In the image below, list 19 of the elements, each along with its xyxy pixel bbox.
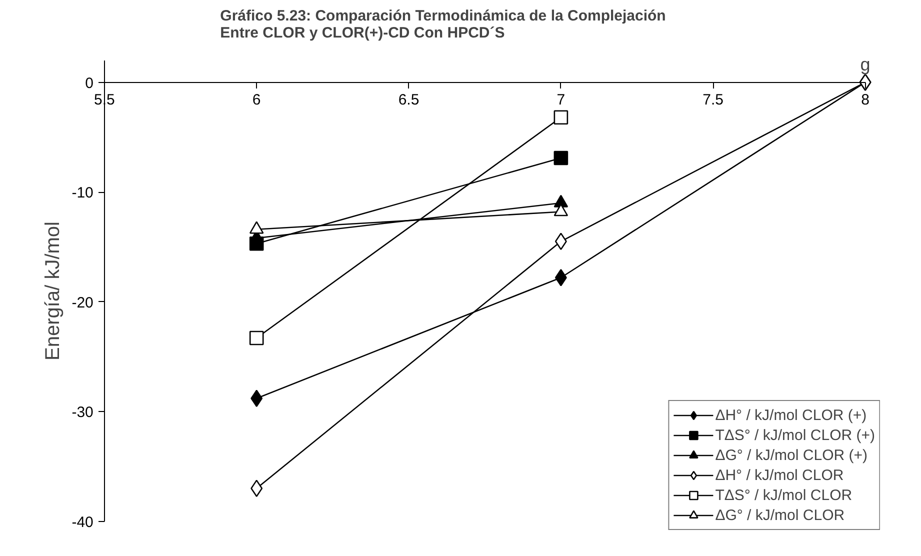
- legend-label: ΔG° / kJ/mol CLOR: [715, 506, 845, 524]
- x-tick-label: 6.5: [398, 91, 420, 108]
- annotation: g: [860, 54, 870, 74]
- x-tick-label: 7.5: [702, 91, 724, 108]
- x-tick-label: 6: [252, 91, 261, 108]
- legend-label: ΔG° / kJ/mol CLOR (+): [715, 446, 868, 464]
- legend-label: ΔH° / kJ/mol CLOR: [715, 466, 844, 484]
- legend-label: ΔH° / kJ/mol CLOR (+): [715, 406, 867, 424]
- x-tick-label: 7: [556, 91, 566, 108]
- y-tick-label: -40: [72, 514, 94, 531]
- y-axis-title: Energía/ kJ/mol: [42, 222, 64, 360]
- y-tick-label: -10: [72, 184, 94, 202]
- x-tick-label: 8: [861, 91, 870, 108]
- chart-title: Gráfico 5.23: Comparación Termodinámica de la Complejación Entre CLOR y CLOR(+)-CD Con HPCD´S: [220, 8, 666, 42]
- y-tick-label: 0: [85, 74, 94, 92]
- y-tick-label: -30: [72, 404, 94, 422]
- legend-label: TΔS° / kJ/mol CLOR (+): [715, 426, 875, 444]
- legend-label: TΔS° / kJ/mol CLOR: [715, 486, 852, 504]
- y-tick-label: -20: [72, 294, 94, 312]
